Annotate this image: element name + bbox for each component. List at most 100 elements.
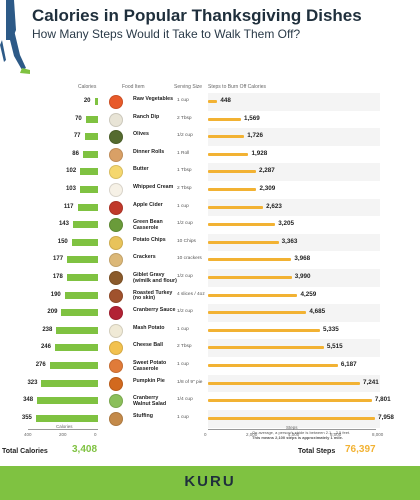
calorie-tick-label: 0 xyxy=(94,432,97,438)
food-name: Cheese Ball xyxy=(133,342,164,349)
steps-tick-label: 2,000 xyxy=(246,432,258,438)
serving-size: 1/2 cup xyxy=(177,221,193,227)
serving-size: 4 slices / 4oz xyxy=(177,291,205,297)
food-name: Potato Chips xyxy=(133,236,166,243)
serving-size: 2 Tbsp xyxy=(177,344,192,350)
calorie-data-label: 276 xyxy=(35,362,46,368)
calorie-bar xyxy=(72,221,98,229)
serving-size: 1 Roll xyxy=(177,150,190,156)
steps-bar xyxy=(208,205,264,209)
chart-row: 20 Raw Vegetables 1 cup 448 xyxy=(0,93,420,111)
row-background xyxy=(208,198,380,217)
steps-data-label: 1,928 xyxy=(251,149,268,157)
salad-icon xyxy=(109,394,123,409)
steps-data-label: 4,685 xyxy=(309,308,326,316)
calorie-data-label: 348 xyxy=(23,397,34,404)
calorie-bar xyxy=(82,150,98,158)
gravy-icon xyxy=(109,271,123,285)
serving-size: 1/2 cup xyxy=(177,274,193,279)
calorie-data-label: 20 xyxy=(83,98,91,104)
food-name: Green Bean Casserole xyxy=(133,219,163,231)
row-background xyxy=(208,233,380,252)
serving-size: 10 Chips xyxy=(177,238,196,244)
turkey-icon xyxy=(109,288,123,303)
serving-size: 1 cup xyxy=(177,326,189,332)
serving-size: 1/4 cup xyxy=(177,397,193,403)
food-name: Butter xyxy=(133,166,149,173)
chart-row: 86 Dinner Rolls 1 Roll 1,928 xyxy=(0,145,420,164)
calorie-data-label: 355 xyxy=(21,414,32,421)
butter-icon xyxy=(109,165,123,180)
steps-tick-label: 0 xyxy=(204,432,207,438)
food-name: Crackers xyxy=(133,254,156,261)
chips-icon xyxy=(109,235,123,250)
serving-size: 1 cup xyxy=(177,203,189,209)
pie-icon xyxy=(109,376,123,391)
food-name: Whipped Cream xyxy=(133,184,174,190)
dip-icon xyxy=(109,112,123,127)
mashed-potato-icon xyxy=(109,323,123,338)
olives-icon xyxy=(109,130,123,145)
calorie-tick-label: 200 xyxy=(59,432,67,438)
calorie-bar xyxy=(35,414,98,422)
food-name: Ranch Dip xyxy=(133,113,160,120)
chart-row: 276 Sweet Potato Casserole 1 cup 6,187 xyxy=(0,357,420,375)
steps-bar xyxy=(208,293,298,297)
calorie-data-label: 323 xyxy=(27,379,38,386)
calorie-data-label: 70 xyxy=(75,115,82,122)
food-name: Pumpkin Pie xyxy=(133,377,165,384)
steps-data-label: 1,726 xyxy=(247,132,263,140)
food-name: Raw Vegetables xyxy=(133,96,174,102)
food-name: Cranberry Walnut Salad xyxy=(133,395,167,407)
steps-data-label: 3,363 xyxy=(281,237,298,245)
steps-axis-line xyxy=(208,429,376,431)
chart-row: 177 Crackers 10 crackers 3,968 xyxy=(0,251,420,270)
serving-size: 1 Tbsp xyxy=(177,168,192,174)
food-name: Dinner Rolls xyxy=(133,148,165,155)
row-background xyxy=(208,163,380,182)
steps-data-label: 3,990 xyxy=(294,273,311,280)
calorie-data-label: 177 xyxy=(53,256,64,263)
row-background xyxy=(208,181,380,199)
steps-bar xyxy=(208,135,245,139)
calorie-data-label: 246 xyxy=(40,344,51,351)
steps-bar xyxy=(208,328,321,332)
calorie-axis-label: Calories xyxy=(56,424,73,429)
steps-data-label: 3,968 xyxy=(294,255,311,263)
steps-bar xyxy=(208,170,257,174)
steps-data-label: 7,801 xyxy=(374,396,391,404)
steps-bar xyxy=(208,276,292,279)
chart-row: 77 Olives 1/2 cup 1,726 xyxy=(0,128,420,147)
total-calories-value: 3,408 xyxy=(72,444,98,455)
calorie-data-label: 178 xyxy=(52,274,63,280)
sweet-potato-icon xyxy=(109,359,123,373)
steps-axis-label: Steps xyxy=(286,425,298,430)
steps-data-label: 6,187 xyxy=(340,361,357,368)
serving-size: 1 cup xyxy=(177,362,189,367)
chart-row: 102 Butter 1 Tbsp 2,287 xyxy=(0,163,420,182)
food-name: Giblet Gravy (w/milk and flour) xyxy=(133,272,177,284)
serving-size: 1 cup xyxy=(177,414,189,420)
calories-column-header: Calories xyxy=(78,84,97,90)
steps-data-label: 7,241 xyxy=(363,378,379,386)
chart-row: 209 Cranberry Sauce 1/2 cup 4,685 xyxy=(0,304,420,323)
calorie-data-label: 77 xyxy=(73,133,81,140)
calorie-bar xyxy=(61,309,98,317)
calorie-data-label: 190 xyxy=(50,291,61,298)
food-item-column-header: Food Item xyxy=(122,84,145,90)
serving-size: 1 cup xyxy=(177,98,189,103)
steps-bar xyxy=(208,346,324,350)
calorie-bar xyxy=(77,203,98,211)
food-name: Olives xyxy=(133,131,149,138)
steps-bar xyxy=(208,188,257,191)
serving-size: 2 Tbsp xyxy=(177,186,192,191)
stuffing-icon xyxy=(109,411,123,426)
chart-row: 103 Whipped Cream 2 Tbsp 2,309 xyxy=(0,181,420,199)
chart-row: 143 Green Bean Casserole 1/2 cup 3,205 xyxy=(0,216,420,235)
whipped-cream-icon xyxy=(109,183,123,197)
steps-bar xyxy=(208,399,372,403)
stride-footnote: On average, a person's stride is between… xyxy=(252,430,382,440)
chart-row: 70 Ranch Dip 2 Tbsp 1,569 xyxy=(0,110,420,129)
footnote-line-1: On average, a person's stride is between… xyxy=(252,430,351,435)
row-background xyxy=(208,145,380,164)
